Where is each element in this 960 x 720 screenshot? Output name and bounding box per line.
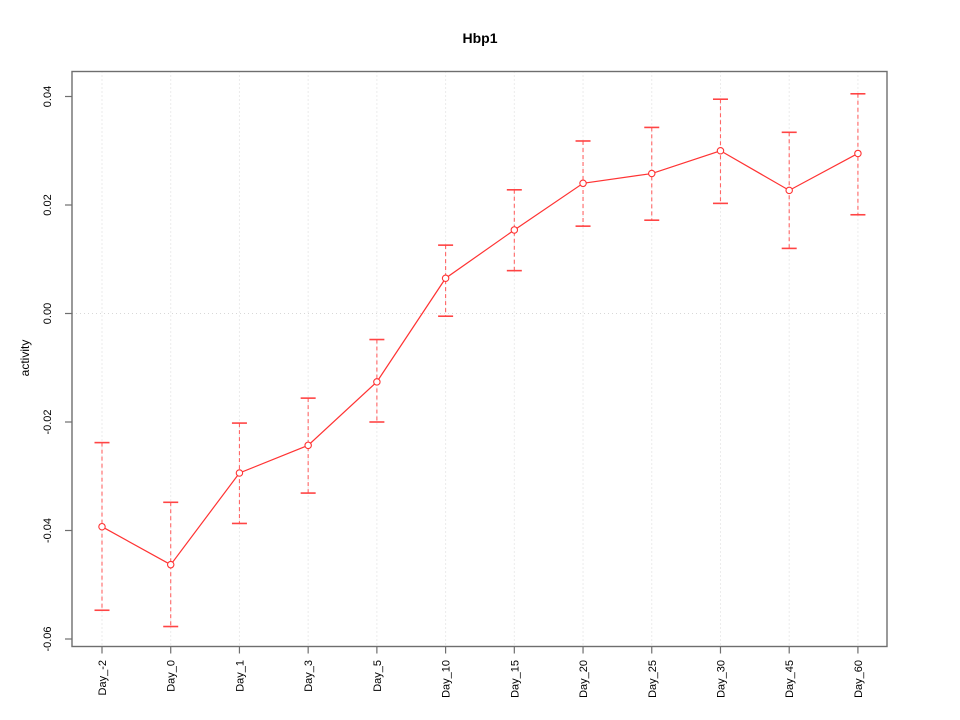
x-tick-label: Day_30: [715, 660, 727, 698]
y-tick-label: 0.04: [42, 86, 54, 107]
data-point: [304, 441, 312, 450]
x-tick-label: Day_15: [509, 660, 521, 698]
plot-box: [71, 70, 888, 648]
x-tick-label: Day_3: [303, 660, 315, 692]
x-tick-label: Day_25: [647, 660, 659, 698]
x-tick-label: Day_0: [166, 660, 178, 692]
data-point: [785, 186, 793, 195]
x-tick-label: Day_10: [441, 660, 453, 698]
data-point: [510, 226, 519, 234]
data-point: [579, 179, 587, 188]
x-tick-label: Day_20: [578, 660, 590, 698]
x-tick-label: Day_5: [372, 660, 384, 692]
x-tick-label: Day_60: [853, 660, 865, 698]
series-line: [101, 150, 859, 566]
y-tick-label: 0.00: [42, 303, 54, 324]
data-point: [98, 522, 106, 531]
data-point: [441, 274, 450, 282]
y-tick-label: -0.02: [42, 409, 54, 434]
data-point: [235, 469, 244, 477]
data-point: [373, 378, 381, 386]
x-tick-label: Day_-2: [97, 660, 109, 695]
y-tick-label: -0.06: [42, 626, 54, 651]
x-tick-label: Day_1: [234, 660, 246, 692]
data-point: [716, 147, 725, 155]
data-point: [854, 149, 862, 158]
y-tick-label: -0.04: [42, 518, 54, 543]
data-point: [166, 560, 175, 569]
y-tick-label: 0.02: [42, 194, 54, 215]
data-point: [648, 169, 656, 178]
chart-title: Hbp1: [462, 30, 498, 46]
x-tick-label: Day_45: [784, 660, 796, 698]
